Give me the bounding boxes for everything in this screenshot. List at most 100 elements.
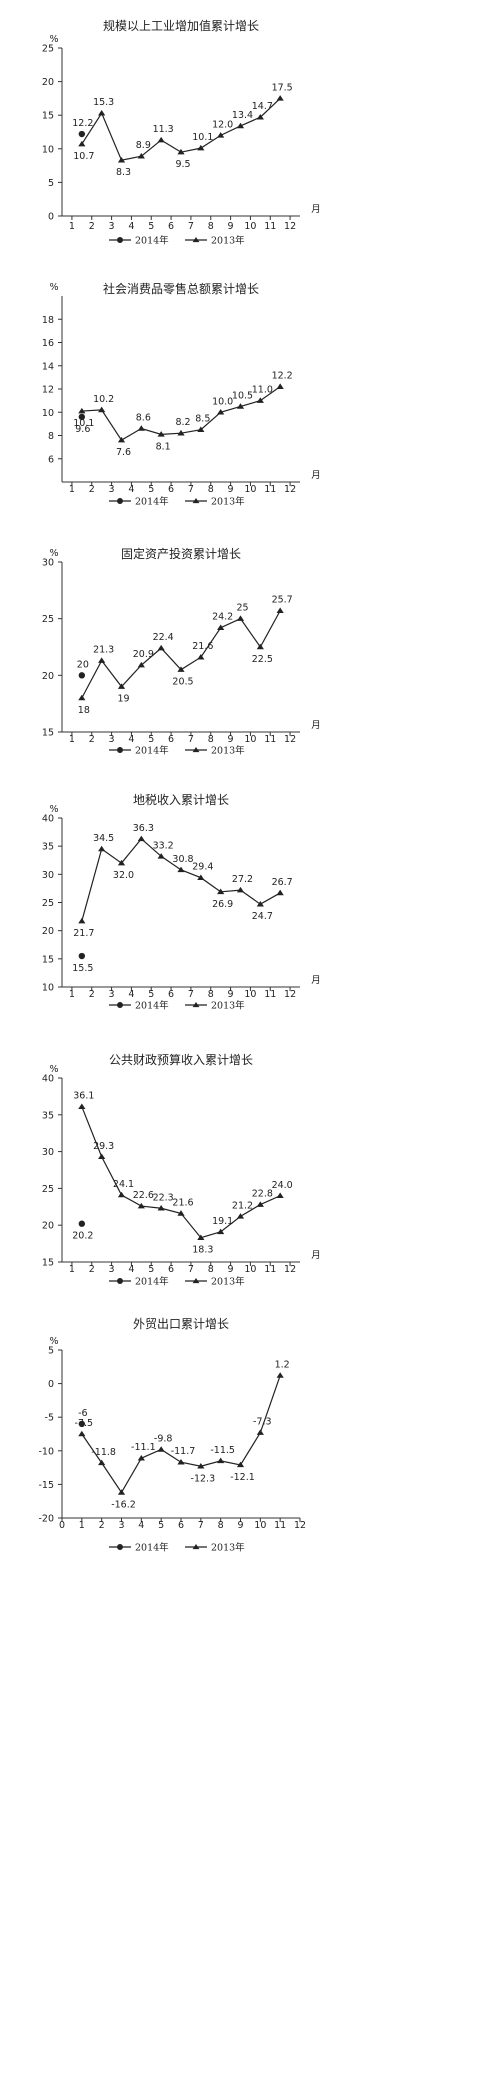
x-tick-label: 8 xyxy=(218,1520,224,1531)
series-2013-line xyxy=(81,1106,281,1239)
x-tick-label: 7 xyxy=(188,989,194,1000)
series-2013-point xyxy=(177,429,185,436)
x-tick-label: 2 xyxy=(89,1264,95,1275)
series-2013-point xyxy=(236,403,245,409)
y-tick-label: 30 xyxy=(42,558,54,569)
series-2013-point xyxy=(236,886,245,893)
legend: 2014年 2013年 xyxy=(109,496,245,508)
chart-title: 外贸出口累计增长 xyxy=(133,1317,229,1331)
x-tick-label: 7 xyxy=(188,1264,194,1275)
legend: 2014年 2013年 xyxy=(109,1000,245,1012)
legend-marker-2014 xyxy=(117,1002,123,1008)
x-tick-label: 1 xyxy=(69,989,75,1000)
chart-title: 规模以上工业增加值累计增长 xyxy=(103,18,259,33)
series-2013-point xyxy=(157,644,165,651)
series-2013-data-label: 21.6 xyxy=(192,641,213,652)
series-2013-point xyxy=(78,917,86,924)
x-tick-label: 9 xyxy=(228,1264,234,1275)
y-tick-label: 15 xyxy=(42,111,54,122)
series-2013-data-label: 10.1 xyxy=(73,418,94,429)
x-tick-label: 2 xyxy=(89,734,95,745)
chart-panel: 地税收入累计增长% 10 15 20 25 30 35 40 1 2 3 4 5 6 7 8 9 10 11 12 月 2… xyxy=(0,792,493,1140)
series-2013-data-label: 10.1 xyxy=(192,132,213,143)
legend: 2014年 2013年 xyxy=(109,1276,245,1288)
series-2013-data-label: 25 xyxy=(236,603,248,614)
x-tick-label: 3 xyxy=(109,484,115,495)
series-2013-data-label: 30.8 xyxy=(172,854,193,865)
series-2013-data-label: 1.2 xyxy=(275,1360,290,1371)
x-tick-label: 10 xyxy=(244,484,256,495)
legend-marker-2014 xyxy=(117,1278,123,1284)
series-2013-point xyxy=(276,383,284,389)
series-2013-data-label: 12.0 xyxy=(212,119,233,130)
series-2013-point xyxy=(197,1463,205,1469)
x-tick-label: 2 xyxy=(99,1520,105,1531)
y-tick-label: 6 xyxy=(48,454,54,465)
series-2013-point xyxy=(217,624,225,631)
series-2013-point xyxy=(197,1234,205,1240)
series-2013-data-label: 9.5 xyxy=(175,159,190,170)
x-tick-label: 3 xyxy=(109,734,115,745)
x-tick-label: 2 xyxy=(89,989,95,1000)
y-unit-label: % xyxy=(49,548,58,559)
series-2013-point xyxy=(256,1201,264,1207)
chart-panel: 公共财政预算收入累计增长% 15 20 25 30 35 40 1 2 3 4 5 6 7 8 9 10 11 12… xyxy=(0,1050,493,1398)
series-2013-data-label: 10.5 xyxy=(232,390,253,401)
series-2013-point xyxy=(276,95,284,101)
x-tick-label: 7 xyxy=(198,1520,204,1531)
x-tick-label: 3 xyxy=(109,1264,115,1275)
y-tick-label: 5 xyxy=(48,178,54,189)
series-2013-point xyxy=(78,694,86,701)
series-2013-data-label: 24.2 xyxy=(212,612,233,623)
legend-label-2013: 2013年 xyxy=(211,496,245,508)
x-tick-label: 8 xyxy=(208,1264,214,1275)
series-2013-data-label: -11.7 xyxy=(171,1446,196,1457)
series-2013-point xyxy=(236,1461,245,1468)
x-tick-label: 9 xyxy=(237,1520,243,1531)
series-2013-data-label: 8.9 xyxy=(136,140,151,151)
x-tick-label: 5 xyxy=(148,734,154,745)
x-tick-label: 7 xyxy=(188,484,194,495)
series-2013-data-label: 26.7 xyxy=(272,877,293,888)
y-tick-label: 20 xyxy=(42,1221,54,1232)
series-2013-point xyxy=(137,1202,145,1209)
x-unit-label: 月 xyxy=(311,204,321,215)
y-tick-label: 25 xyxy=(42,898,54,909)
series-2013-point xyxy=(137,1454,145,1461)
x-tick-label: 10 xyxy=(244,989,256,1000)
series-2014-data-label: 15.5 xyxy=(72,963,93,974)
series-2013-data-label: 19 xyxy=(117,694,129,705)
series-2014-point xyxy=(78,413,86,421)
series-2013-point xyxy=(98,109,106,116)
series-2013-point xyxy=(276,889,284,896)
series-2013-point xyxy=(256,1429,264,1435)
series-2013-point xyxy=(137,425,145,431)
series-2013-point xyxy=(137,152,145,159)
y-unit-label: % xyxy=(49,282,58,293)
series-2013-data-label: 21.3 xyxy=(93,645,114,656)
series-2013-data-label: 36.3 xyxy=(133,823,154,834)
series-2013-point xyxy=(197,426,205,432)
x-tick-label: 5 xyxy=(148,484,154,495)
chart-panel: 规模以上工业增加值累计增长% 0 5 10 15 20 25 1 2 3 4 5 6 7 8 9 10 11 12 月… xyxy=(0,0,493,348)
x-tick-label: 11 xyxy=(264,989,276,1000)
series-2013-point xyxy=(98,1459,106,1466)
x-tick-label: 5 xyxy=(148,989,154,1000)
series-2013-data-label: 26.9 xyxy=(212,899,233,910)
x-tick-label: 9 xyxy=(228,989,234,1000)
x-tick-label: 8 xyxy=(208,734,214,745)
series-2013-point xyxy=(256,643,264,650)
legend-label-2014: 2014年 xyxy=(135,1542,169,1554)
x-tick-label: 9 xyxy=(228,221,234,232)
series-2013-point xyxy=(177,1210,185,1216)
legend: 2014年 2013年 xyxy=(109,1542,245,1554)
series-2013-point xyxy=(177,148,185,155)
chart-panel: 固定资产投资累计增长% 15 20 25 30 1 2 3 4 5 6 7 8 9 10 11 12 月 18 21.… xyxy=(0,546,493,900)
series-2013-point xyxy=(177,866,185,873)
x-tick-label: 1 xyxy=(69,484,75,495)
y-tick-label: -5 xyxy=(45,1413,54,1424)
series-2013-data-label: 10.7 xyxy=(73,151,94,162)
x-tick-label: 8 xyxy=(208,989,214,1000)
